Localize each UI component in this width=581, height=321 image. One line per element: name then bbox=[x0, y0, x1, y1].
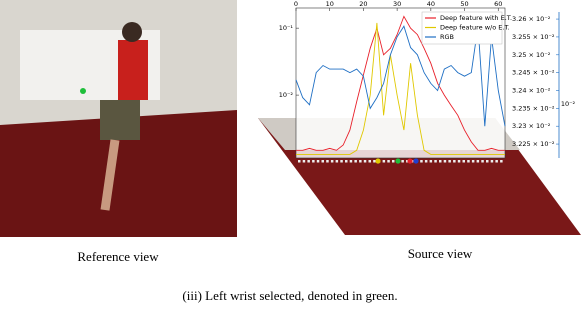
x-tick-label: 10 bbox=[326, 0, 334, 8]
series-line bbox=[296, 22, 505, 155]
track-dot bbox=[495, 160, 498, 163]
keypoint bbox=[375, 158, 381, 164]
track-dot bbox=[359, 160, 362, 163]
track-dot bbox=[307, 160, 310, 163]
reference-photo bbox=[0, 0, 237, 237]
track-dot bbox=[476, 160, 480, 163]
floor bbox=[0, 110, 237, 237]
track-dot bbox=[298, 160, 301, 163]
track-dot bbox=[392, 160, 395, 163]
track-dot bbox=[302, 160, 306, 163]
series-line bbox=[296, 15, 505, 151]
person-leg bbox=[100, 139, 120, 211]
track-dot bbox=[434, 160, 437, 163]
track-dot bbox=[368, 160, 371, 163]
y2-tick-label: 3.245 × 10⁻² bbox=[512, 69, 555, 77]
x-tick-label: 50 bbox=[460, 0, 468, 8]
reference-label: Reference view bbox=[77, 249, 159, 264]
y2-tick-label: 3.235 × 10⁻² bbox=[512, 104, 555, 112]
track-dot bbox=[345, 160, 348, 163]
track-dot bbox=[373, 160, 376, 163]
x-tick-label: 30 bbox=[393, 0, 401, 8]
keypoint bbox=[395, 158, 401, 164]
track-dot bbox=[467, 160, 470, 163]
track-dot bbox=[354, 160, 357, 163]
track-dot bbox=[462, 160, 465, 163]
track-dot bbox=[448, 160, 451, 163]
caption: (iii) Left wrist selected, denoted in gr… bbox=[182, 288, 397, 303]
y2-tick-label: 3.26 × 10⁻² bbox=[512, 15, 551, 23]
keypoint bbox=[407, 158, 413, 164]
legend-label: RGB bbox=[440, 33, 454, 41]
track-dot bbox=[500, 160, 503, 163]
x-tick-label: 40 bbox=[427, 0, 435, 8]
person-torso bbox=[118, 40, 148, 100]
y2-tick-label: 3.23 × 10⁻² bbox=[512, 122, 551, 130]
track-dot bbox=[439, 160, 442, 163]
legend-label: Deep feature with E.T. bbox=[440, 14, 512, 22]
track-dot bbox=[443, 160, 447, 163]
y2-tick-label: 3.225 × 10⁻² bbox=[512, 140, 555, 148]
track-dot bbox=[316, 160, 320, 163]
track-dot bbox=[387, 160, 390, 163]
track-dot bbox=[429, 160, 433, 163]
x-tick-label: 60 bbox=[494, 0, 502, 8]
track-dot bbox=[490, 160, 494, 163]
track-dot bbox=[486, 160, 489, 163]
track-dot bbox=[326, 160, 329, 163]
source-label: Source view bbox=[408, 246, 473, 261]
track-dot bbox=[424, 160, 428, 163]
y-tick-label: 10⁻² bbox=[279, 91, 294, 99]
x-tick-label: 20 bbox=[359, 0, 367, 8]
track-dot bbox=[335, 160, 339, 163]
person-shorts bbox=[100, 100, 140, 140]
track-dot bbox=[453, 160, 456, 163]
y2-tick-label: 3.255 × 10⁻² bbox=[512, 33, 555, 41]
track-dot bbox=[363, 160, 367, 163]
y2-axis-label: 10⁻² bbox=[561, 100, 576, 108]
track-dot bbox=[471, 160, 475, 163]
track-dot bbox=[382, 160, 386, 163]
legend-label: Deep feature w/o E.T. bbox=[440, 24, 510, 32]
keypoint bbox=[413, 158, 419, 164]
track-dot bbox=[330, 160, 334, 163]
track-dot bbox=[349, 160, 353, 163]
y2-tick-label: 3.25 × 10⁻² bbox=[512, 51, 551, 59]
person-head bbox=[122, 22, 142, 42]
y2-tick-label: 3.24 × 10⁻² bbox=[512, 87, 551, 95]
track-dot bbox=[401, 160, 404, 163]
track-dot bbox=[321, 160, 324, 163]
track-dot bbox=[457, 160, 461, 163]
wrist-marker bbox=[80, 88, 86, 94]
track-dot bbox=[340, 160, 343, 163]
keypoint-dots bbox=[298, 158, 503, 164]
track-dot bbox=[312, 160, 315, 163]
track-dot bbox=[420, 160, 423, 163]
track-dot bbox=[406, 160, 409, 163]
series-line bbox=[295, 25, 506, 127]
x-tick-label: 0 bbox=[294, 0, 298, 8]
track-dot bbox=[481, 160, 484, 163]
y-tick-label: 10⁻¹ bbox=[279, 24, 294, 32]
